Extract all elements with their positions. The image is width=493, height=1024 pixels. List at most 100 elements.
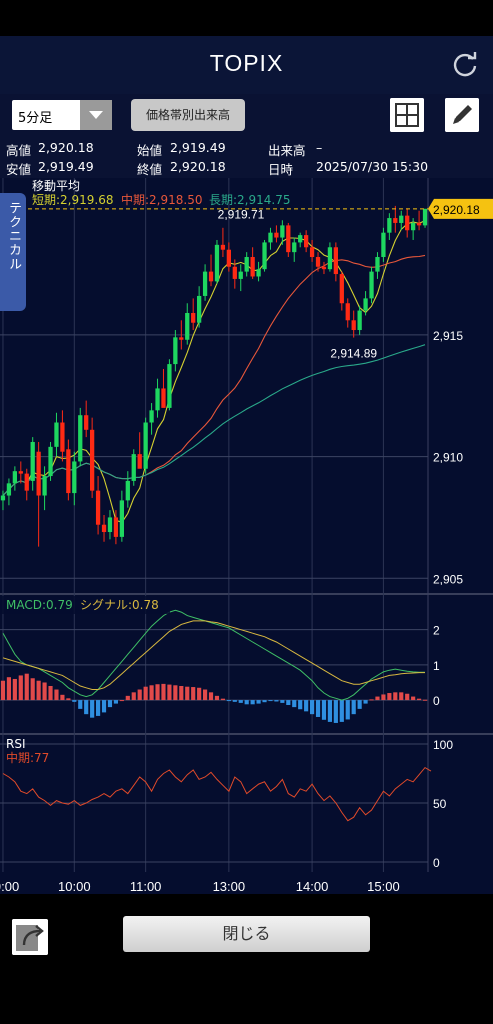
macd-histogram-bar xyxy=(286,700,291,706)
macd-histogram-bar xyxy=(90,700,95,718)
candle-body xyxy=(244,257,249,272)
datetime-value: 2025/07/30 15:30 xyxy=(316,159,429,174)
candle-body xyxy=(101,524,107,533)
candle-body xyxy=(12,471,18,484)
macd-histogram-bar xyxy=(238,700,243,703)
macd-histogram-bar xyxy=(197,687,202,701)
back-icon[interactable] xyxy=(12,919,48,955)
chevron-down-icon xyxy=(80,100,112,130)
close-button[interactable]: 閉じる xyxy=(123,916,370,952)
candle-body xyxy=(149,410,154,423)
macd-histogram-bar xyxy=(167,684,172,701)
macd-histogram-bar xyxy=(268,700,273,702)
technical-chart[interactable]: 2,905 2,910 2,915 2,920.18 2,919.71 2,914.89 移… xyxy=(0,178,493,894)
macd-histogram-bar xyxy=(321,700,327,720)
macd-histogram-bar xyxy=(304,700,309,712)
last-price-label: 2,920.18 xyxy=(433,203,480,217)
candle-body xyxy=(387,218,392,233)
macd-histogram-bar xyxy=(292,700,297,708)
x-tick-label: 14:00 xyxy=(296,879,329,894)
macd-histogram-bar xyxy=(369,699,374,701)
x-tick-label: 09:00 xyxy=(0,879,19,894)
candle-body xyxy=(89,429,95,491)
candle-body xyxy=(179,337,184,340)
macd-histogram-bar xyxy=(327,700,332,722)
macd-histogram-bar xyxy=(101,700,107,713)
candle-body xyxy=(369,271,374,299)
close-label: 終値 xyxy=(137,162,163,177)
candle-body xyxy=(393,218,398,223)
price-tick-label: 2,905 xyxy=(433,572,463,586)
candle-body xyxy=(161,388,166,408)
candle-body xyxy=(208,271,214,282)
high-annotation: 2,919.71 xyxy=(218,207,265,221)
macd-histogram-bar xyxy=(119,700,124,702)
side-tab-label: テクニカル xyxy=(6,201,21,271)
candle-body xyxy=(220,244,226,250)
volume-value: – xyxy=(316,140,323,155)
candle-body xyxy=(125,480,130,501)
macd-histogram-bar xyxy=(399,692,404,701)
candle-body xyxy=(333,247,339,275)
candle-body xyxy=(351,320,356,331)
macd-histogram-bar xyxy=(244,700,249,705)
volume-label: 出来高 xyxy=(268,143,306,158)
macd-histogram-bar xyxy=(161,683,166,701)
rsi-tick-label: 0 xyxy=(433,856,440,870)
candle-body xyxy=(42,476,47,496)
macd-histogram-bar xyxy=(18,675,23,701)
macd-histogram-bar xyxy=(185,686,190,701)
refresh-icon[interactable] xyxy=(451,50,479,78)
macd-legend-item: MACD:0.79 xyxy=(6,598,73,612)
candle-body xyxy=(66,449,71,494)
candle-body xyxy=(327,247,333,270)
macd-histogram-bar xyxy=(143,686,148,701)
macd-histogram-bar xyxy=(310,700,315,715)
candle-body xyxy=(405,215,410,231)
last-price-tag xyxy=(428,198,493,219)
macd-histogram-bar xyxy=(203,689,208,701)
macd-histogram-bar xyxy=(411,696,416,701)
pencil-icon[interactable] xyxy=(445,98,479,132)
macd-histogram-bar xyxy=(72,700,77,702)
macd-histogram-bar xyxy=(351,700,356,715)
candle-body xyxy=(214,244,220,282)
macd-histogram-bar xyxy=(357,700,362,709)
candle-body xyxy=(107,517,113,533)
price-tick-label: 2,910 xyxy=(433,451,463,465)
close-value: 2,920.18 xyxy=(170,159,226,174)
macd-histogram-bar xyxy=(84,700,89,715)
macd-histogram-bar xyxy=(298,700,303,710)
candle-body xyxy=(410,222,416,231)
candle-body xyxy=(238,271,243,279)
volume-by-price-button[interactable]: 価格帯別出来高 xyxy=(131,99,245,131)
macd-histogram-bar xyxy=(24,673,29,701)
macd-histogram-bar xyxy=(96,700,101,716)
macd-histogram-bar xyxy=(274,700,279,702)
candle-body xyxy=(315,257,321,267)
candle-body xyxy=(6,483,12,496)
macd-histogram-bar xyxy=(363,700,368,704)
candle-body xyxy=(303,235,309,248)
candle-body xyxy=(256,269,261,277)
price-info-panel: 高値 2,920.18 安値 2,919.49 始値 2,919.49 終値 2… xyxy=(0,136,493,178)
candle-body xyxy=(18,471,23,474)
macd-histogram-bar xyxy=(0,680,6,701)
x-tick-label: 11:00 xyxy=(130,879,162,894)
grid-layout-icon[interactable] xyxy=(390,98,424,132)
timeframe-select[interactable]: 5分足 xyxy=(12,100,112,130)
macd-histogram-bar xyxy=(232,700,237,702)
rsi-legend-item: 中期:77 xyxy=(6,750,49,765)
macd-histogram-bar xyxy=(113,700,118,704)
candle-body xyxy=(250,257,255,277)
macd-histogram-bar xyxy=(226,700,231,702)
macd-histogram-bar xyxy=(173,685,178,701)
candle-body xyxy=(24,473,29,491)
macd-histogram-bar xyxy=(42,682,47,701)
technical-side-tab[interactable]: テクニカル xyxy=(0,193,26,311)
rsi-tick-label: 100 xyxy=(433,738,453,752)
candle-body xyxy=(280,225,285,238)
candle-body xyxy=(399,215,404,223)
macd-histogram-bar xyxy=(387,693,392,701)
header-bar: TOPIX xyxy=(0,36,493,94)
